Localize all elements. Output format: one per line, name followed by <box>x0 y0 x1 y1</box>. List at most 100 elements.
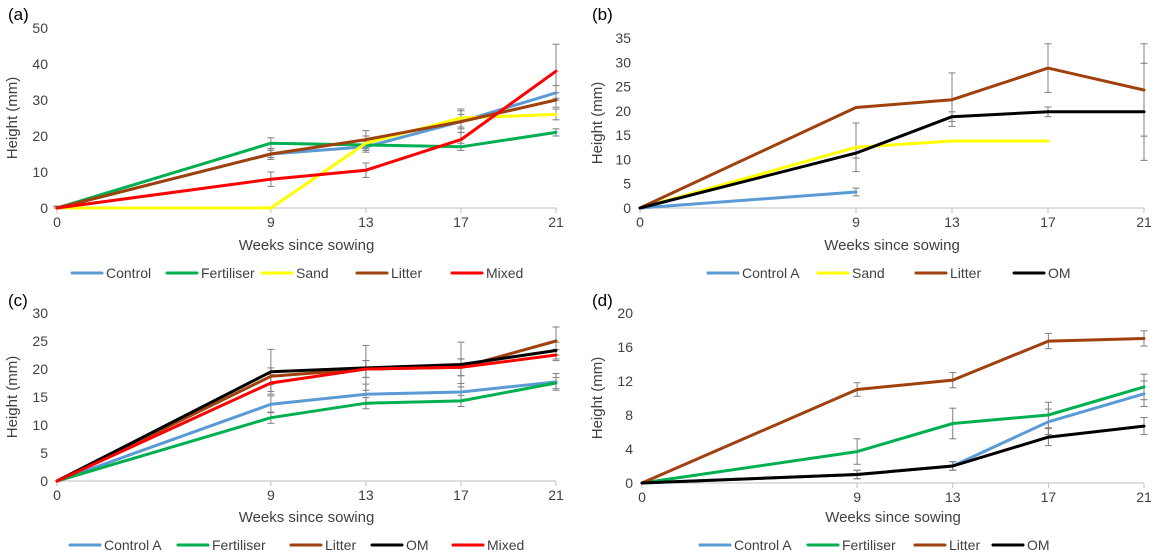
y-tick-label: 30 <box>615 54 631 70</box>
series-line-om <box>640 424 1146 485</box>
series-line-control-a <box>640 392 1146 485</box>
y-tick-label: 50 <box>32 20 48 36</box>
y-axis-title: Height (mm) <box>589 82 606 165</box>
legend-label: Fertiliser <box>842 537 896 553</box>
x-tick-label: 13 <box>358 487 374 503</box>
series-line-om <box>55 349 558 483</box>
series-line-control-a <box>55 380 558 483</box>
x-tick-label: 21 <box>548 214 564 230</box>
series-line-litter <box>638 66 1146 210</box>
legend-item: Sand <box>260 265 329 281</box>
series-line-mixed <box>55 353 558 483</box>
panel-label: (b) <box>592 5 613 24</box>
y-tick-label: 4 <box>625 441 633 457</box>
legend-item: OM <box>1012 265 1071 281</box>
legend-label: Fertiliser <box>201 265 255 281</box>
legend-item: OM <box>370 537 429 553</box>
series-line-fertiliser <box>640 385 1146 485</box>
legend-label: Control A <box>734 537 792 553</box>
y-tick-label: 10 <box>32 417 48 433</box>
legend-label: Sand <box>296 265 329 281</box>
series-line-litter <box>55 98 558 210</box>
x-tick-label: 0 <box>53 214 61 230</box>
y-tick-label: 15 <box>32 389 48 405</box>
x-tick-label: 17 <box>453 487 469 503</box>
legend-item: OM <box>991 537 1050 553</box>
legend-label: Control A <box>742 265 800 281</box>
x-tick-label: 21 <box>548 487 564 503</box>
legend-item: Litter <box>289 537 356 553</box>
y-tick-label: 35 <box>615 30 631 46</box>
y-tick-label: 0 <box>625 475 633 491</box>
legend-item: Control A <box>706 265 800 281</box>
x-tick-label: 9 <box>267 487 275 503</box>
legend-label: Mixed <box>486 265 523 281</box>
y-tick-label: 12 <box>617 373 633 389</box>
x-axis-title: Weeks since sowing <box>239 237 375 254</box>
legend-label: Litter <box>950 265 981 281</box>
y-tick-label: 30 <box>32 92 48 108</box>
legend-label: OM <box>406 537 429 553</box>
y-tick-label: 40 <box>32 56 48 72</box>
y-tick-label: 20 <box>32 128 48 144</box>
y-tick-label: 20 <box>32 361 48 377</box>
chart-panel-b: (b) 0 5 10 15 20 25 30 35 0 9 13 17 21 Weeks since sow… <box>589 5 1152 281</box>
legend-item: Litter <box>913 537 980 553</box>
legend-item: Fertiliser <box>165 265 255 281</box>
legend-item: Sand <box>816 265 885 281</box>
y-tick-label: 16 <box>617 339 633 355</box>
y-tick-label: 0 <box>40 200 48 216</box>
series-line-litter <box>640 337 1146 485</box>
legend-label: Litter <box>325 537 356 553</box>
x-tick-label: 13 <box>945 489 961 505</box>
y-axis-title: Height (mm) <box>589 357 606 440</box>
x-axis-title: Weeks since sowing <box>824 237 960 254</box>
series-line-control-a <box>638 190 858 210</box>
y-tick-label: 30 <box>32 305 48 321</box>
y-tick-label: 8 <box>625 407 633 423</box>
y-axis-title: Height (mm) <box>4 77 21 160</box>
x-axis-title: Weeks since sowing <box>239 509 375 526</box>
x-tick-label: 9 <box>267 214 275 230</box>
y-tick-label: 15 <box>615 127 631 143</box>
series-line-sand <box>638 139 1050 210</box>
legend-label: Control <box>106 265 151 281</box>
legend-item: Mixed <box>450 265 523 281</box>
series-line-om <box>638 110 1146 210</box>
panel-label: (a) <box>8 5 29 24</box>
legend-item: Fertiliser <box>806 537 896 553</box>
y-tick-label: 10 <box>615 151 631 167</box>
chart-panel-d: (d) 0 4 8 12 16 20 0 9 13 17 21 Weeks since sowing He… <box>589 291 1152 553</box>
y-axis-title: Height (mm) <box>4 356 21 439</box>
legend-label: Litter <box>391 265 422 281</box>
x-tick-label: 0 <box>636 214 644 230</box>
x-tick-label: 21 <box>1136 214 1152 230</box>
x-tick-label: 13 <box>944 214 960 230</box>
legend-label: OM <box>1048 265 1071 281</box>
legend-label: Sand <box>852 265 885 281</box>
panel-label: (d) <box>592 291 613 310</box>
legend-item: Control A <box>698 537 792 553</box>
x-tick-label: 21 <box>1136 489 1152 505</box>
x-tick-label: 17 <box>453 214 469 230</box>
series-line-sand <box>55 112 558 210</box>
y-tick-label: 25 <box>615 79 631 95</box>
x-tick-label: 9 <box>852 214 860 230</box>
y-tick-label: 10 <box>32 164 48 180</box>
legend-label: Fertiliser <box>212 537 266 553</box>
legend-item: Control <box>70 265 151 281</box>
y-tick-label: 5 <box>40 445 48 461</box>
x-axis-title: Weeks since sowing <box>825 509 961 526</box>
y-tick-label: 0 <box>623 200 631 216</box>
legend-item: Litter <box>355 265 422 281</box>
legend-label: OM <box>1027 537 1050 553</box>
x-tick-label: 17 <box>1040 214 1056 230</box>
series-line-fertiliser <box>55 381 558 483</box>
y-tick-label: 25 <box>32 333 48 349</box>
y-tick-label: 0 <box>40 473 48 489</box>
x-tick-label: 9 <box>853 489 861 505</box>
chart-panel-c: (c) 0 5 10 15 20 25 30 0 9 13 17 21 Weeks since sowin… <box>4 291 564 553</box>
legend-label: Mixed <box>487 537 524 553</box>
legend-item: Mixed <box>451 537 524 553</box>
